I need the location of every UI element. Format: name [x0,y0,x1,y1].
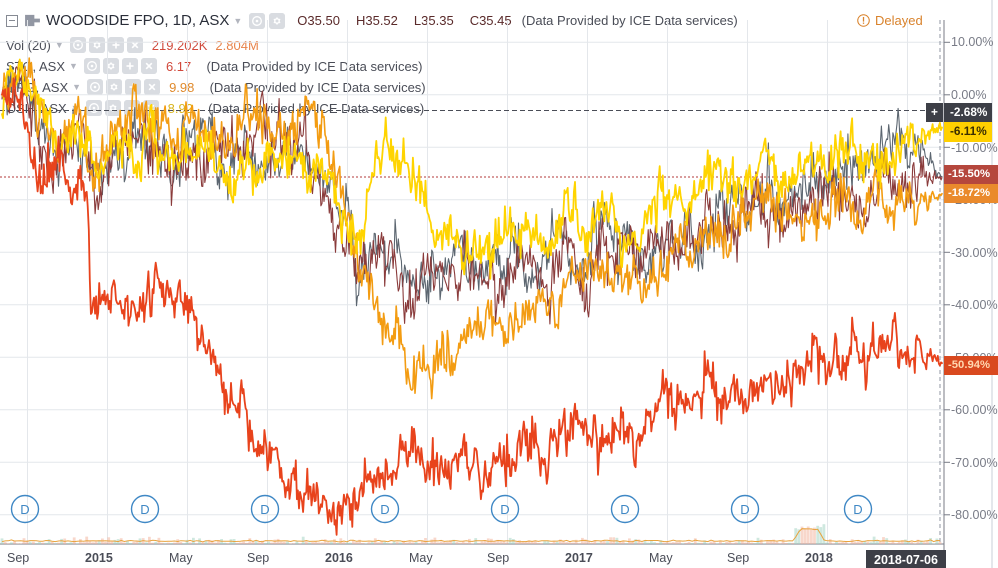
svg-text:D: D [20,502,29,517]
svg-text:D: D [740,502,749,517]
svg-text:D: D [380,502,389,517]
svg-text:D: D [500,502,509,517]
svg-text:D: D [853,502,862,517]
svg-text:D: D [620,502,629,517]
svg-text:D: D [140,502,149,517]
svg-text:D: D [260,502,269,517]
